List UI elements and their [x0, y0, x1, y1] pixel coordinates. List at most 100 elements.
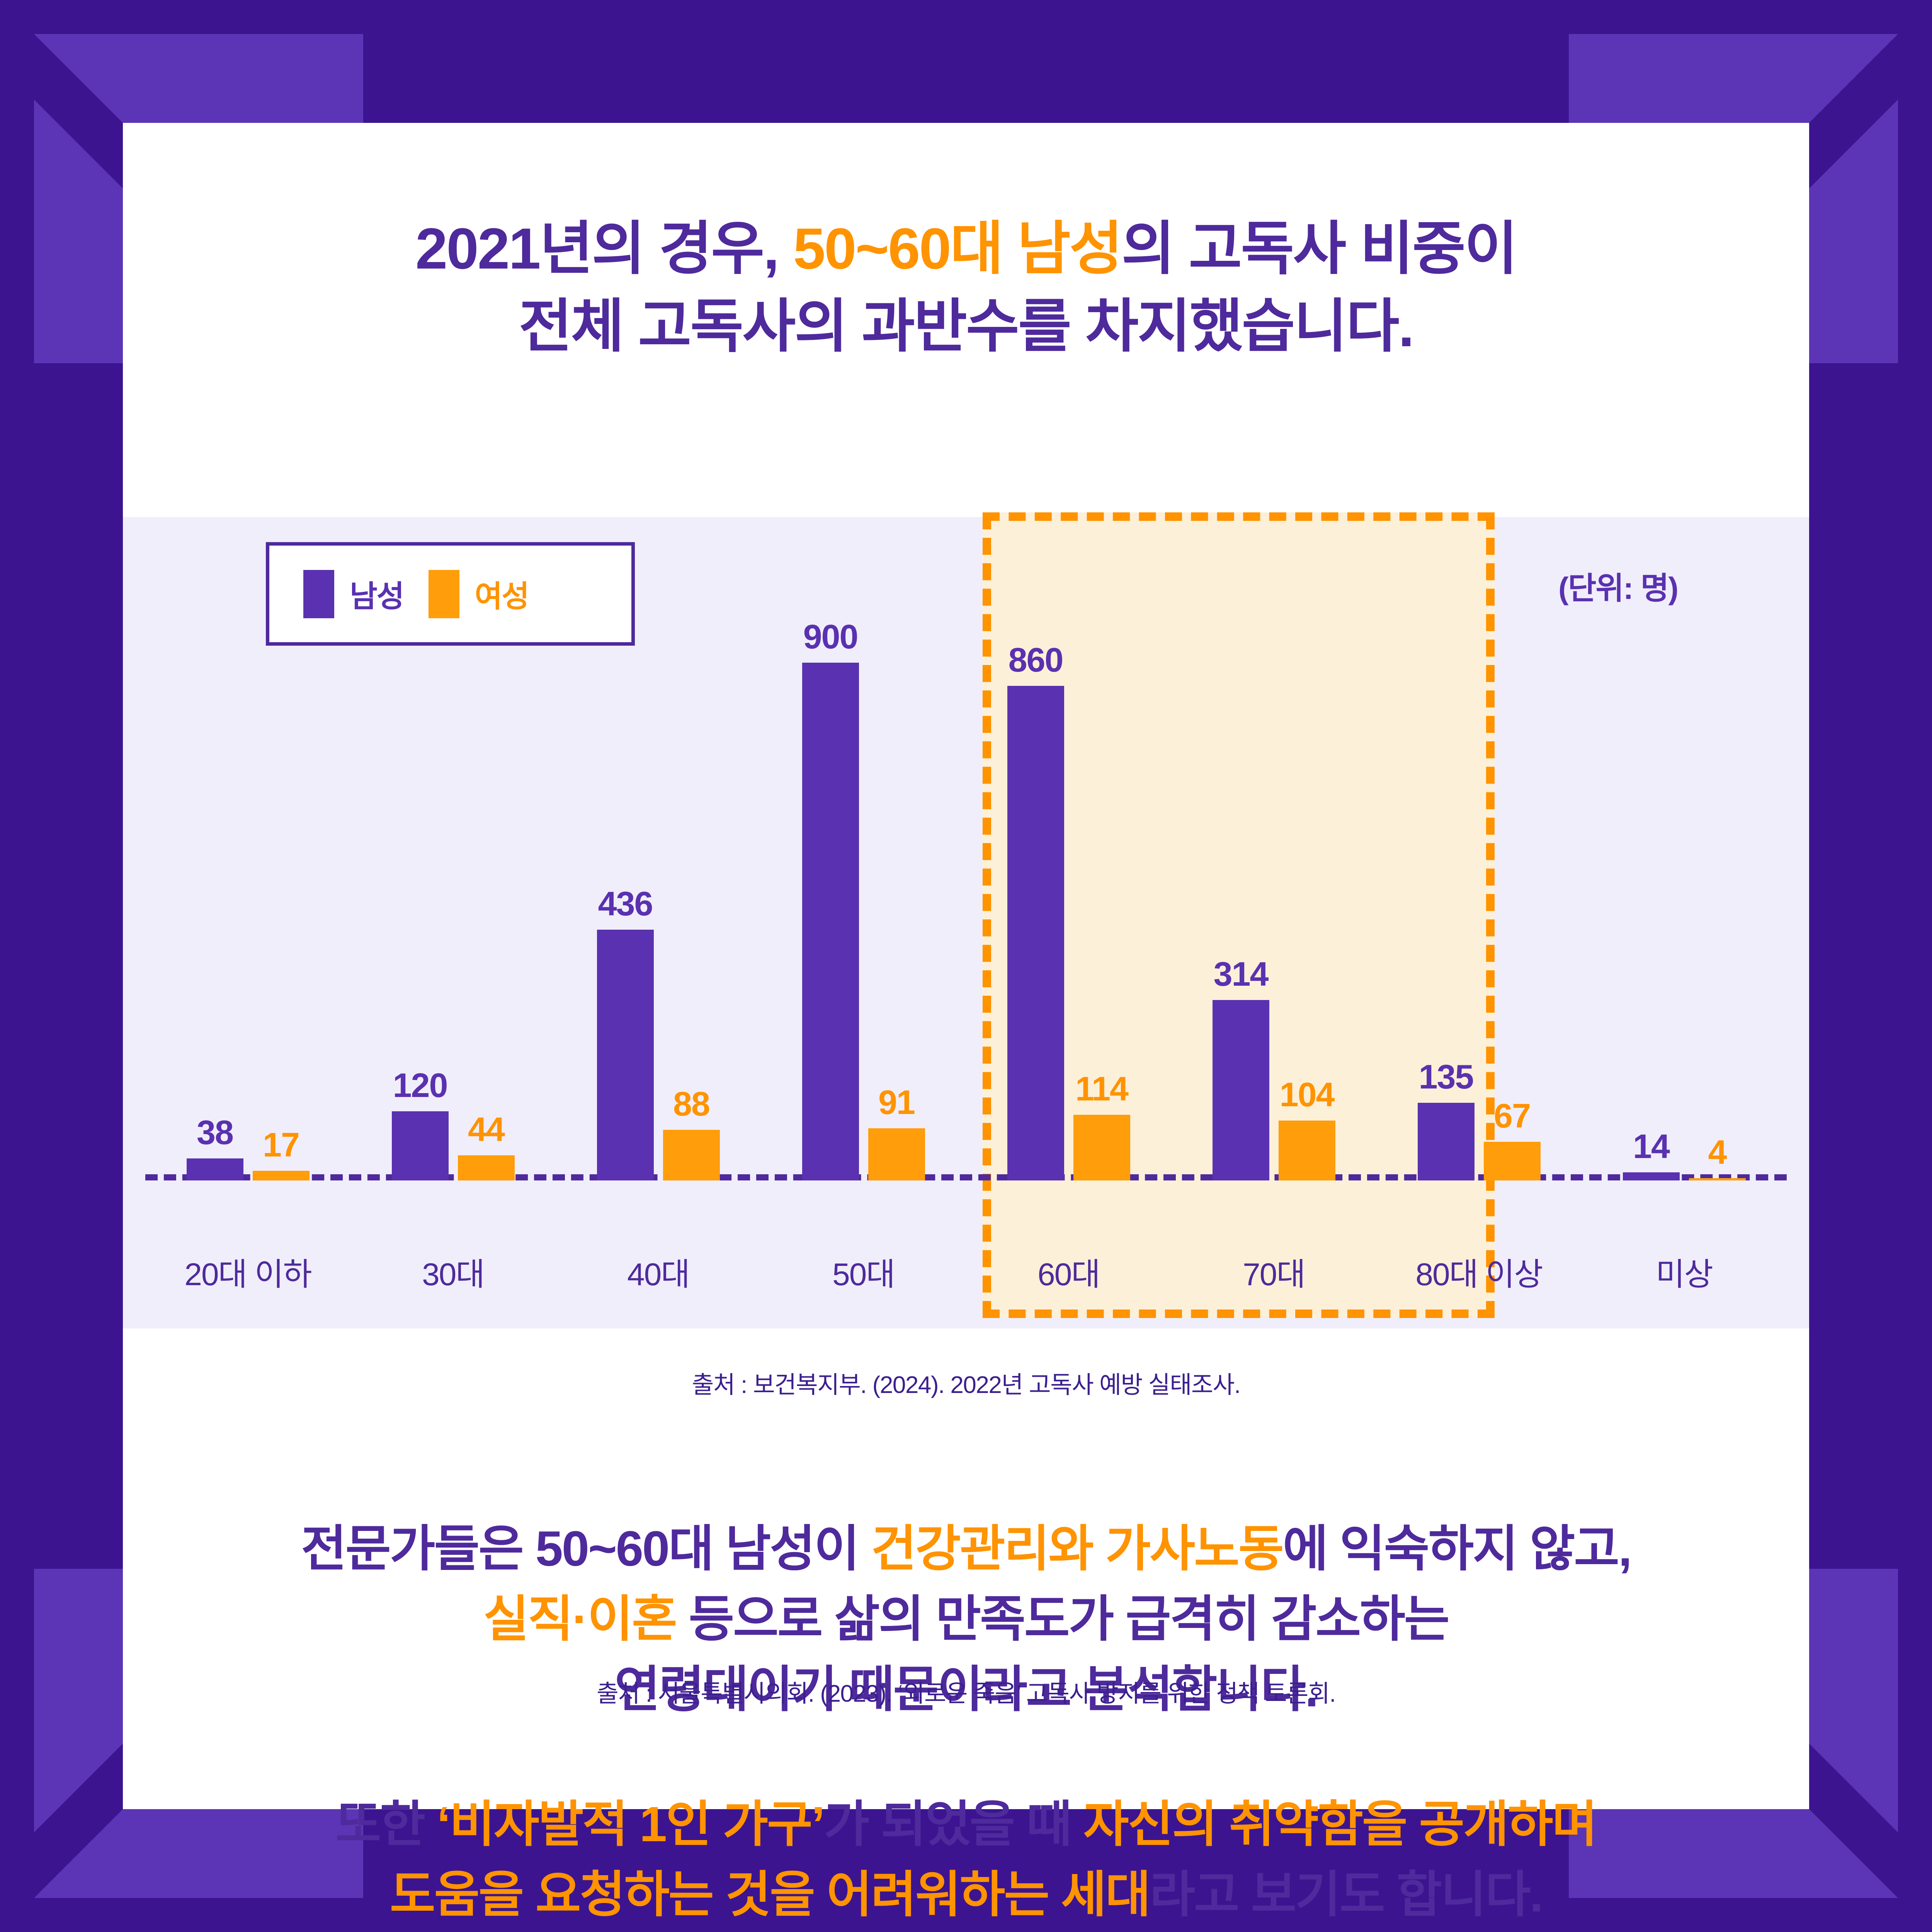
- bar[interactable]: [802, 663, 859, 1180]
- p1-line-3: 연령대이기 때문이라고 분석합니다.: [614, 1662, 1318, 1717]
- bar[interactable]: [597, 929, 654, 1180]
- p2-l1-c: 가 되었을 때: [824, 1797, 1083, 1852]
- bar[interactable]: [457, 1155, 515, 1180]
- bar[interactable]: [1007, 685, 1064, 1180]
- p1-l1-highlight: 건강관리와 가사노동: [871, 1521, 1284, 1577]
- p1-l1-c: 에 익숙하지 않고,: [1282, 1521, 1632, 1577]
- bar[interactable]: [663, 1129, 720, 1180]
- paragraph-spacer: [123, 1725, 1809, 1789]
- bar[interactable]: [1689, 1178, 1746, 1180]
- body-source-citation: 출처 : 서울특별시의회. (2023). ‘외로운 죽음’ 고독사 방지를 위…: [596, 1680, 1336, 1707]
- x-axis-label: 60대: [1037, 1257, 1100, 1292]
- bar-value-label: 67: [1494, 1097, 1531, 1135]
- bar-wrapper: 67: [1483, 1096, 1541, 1180]
- chart-container: 남성 여성 (단위: 명) 38 17 20대 이하 120 44 30대 436 88 40대…: [123, 512, 1809, 1328]
- bar-group: 135 67 80대 이상: [1376, 535, 1582, 1292]
- p2-l2-b: 라고 보기도 합니다.: [1150, 1867, 1543, 1922]
- bar-wrapper: 38: [186, 1113, 243, 1180]
- chart-legend: 남성 여성: [266, 542, 635, 646]
- bar[interactable]: [252, 1170, 310, 1180]
- chart-bar-groups: 38 17 20대 이하 120 44 30대 436 88 40대 900 91 50대 860 114…: [145, 535, 1787, 1292]
- bar[interactable]: [1622, 1172, 1680, 1180]
- bar-wrapper: 135: [1417, 1057, 1475, 1180]
- p2-l2-highlight: 도움을 요청하는 것을 어려워하는 세대: [389, 1867, 1151, 1922]
- x-axis-label: 40대: [627, 1257, 690, 1292]
- x-axis-label: 70대: [1243, 1257, 1306, 1292]
- bar-value-label: 44: [468, 1110, 505, 1148]
- p2-l1-a: 또한: [335, 1797, 437, 1852]
- bar-value-label: 17: [263, 1125, 300, 1164]
- p1-line-2: 실직·이혼 등으로 삶의 만족도가 급격히 감소하는: [123, 1584, 1809, 1655]
- frame-corner-top-right: [1569, 0, 1932, 363]
- bar-value-label: 314: [1213, 954, 1269, 993]
- legend-label-male: 남성: [350, 579, 405, 613]
- bar-value-label: 38: [197, 1113, 234, 1152]
- bar-wrapper: 104: [1278, 1075, 1335, 1180]
- p1-l1-a: 전문가들은 50~60대 남성이: [301, 1521, 871, 1577]
- bar-wrapper: 44: [457, 1110, 515, 1180]
- chart-source-citation: 출처 : 보건복지부. (2024). 2022년 고독사 예방 실태조사.: [692, 1372, 1241, 1398]
- chart-plot-area: 38 17 20대 이하 120 44 30대 436 88 40대 900 91 50대 860 114…: [123, 517, 1809, 1328]
- bar-value-label: 114: [1075, 1070, 1129, 1108]
- paragraph-2: 또한 ‘비자발적 1인 가구’가 되었을 때 자신의 취약함을 공개하며 도움을…: [123, 1789, 1809, 1930]
- body-text: 전문가들은 50~60대 남성이 건강관리와 가사노동에 익숙하지 않고, 실직…: [123, 1514, 1809, 1930]
- bar-value-label: 900: [803, 617, 859, 656]
- bar-wrapper: 900: [802, 617, 859, 1180]
- headline-highlight: 50~60대 남성: [793, 216, 1123, 281]
- bar-wrapper: 436: [597, 884, 654, 1180]
- bar[interactable]: [868, 1128, 925, 1180]
- p2-line-2: 도움을 요청하는 것을 어려워하는 세대라고 보기도 합니다.: [123, 1860, 1809, 1930]
- p1-l2-highlight: 실직·이혼: [483, 1591, 677, 1647]
- bar-value-label: 14: [1633, 1127, 1670, 1166]
- x-axis-label: 미상: [1656, 1257, 1713, 1292]
- bar-group: 314 104 70대: [1171, 535, 1376, 1292]
- headline-part-a: 2021년의 경우,: [415, 216, 793, 281]
- bar-group: 14 4 미상: [1582, 535, 1787, 1292]
- frame-corner-bottom-left: [0, 1569, 363, 1932]
- bar-wrapper: 88: [663, 1084, 720, 1180]
- frame-corner-bottom-right: [1569, 1569, 1932, 1932]
- bar-value-label: 135: [1418, 1058, 1474, 1096]
- bar-group: 436 88 40대: [556, 535, 761, 1292]
- legend-swatch-female: [428, 570, 459, 618]
- bar[interactable]: [1278, 1121, 1335, 1180]
- p2-l1-highlight-2: 자신의 취약함을 공개하며: [1083, 1797, 1597, 1852]
- x-axis-label: 50대: [832, 1257, 895, 1292]
- bar-wrapper: 91: [868, 1083, 925, 1180]
- bar-value-label: 104: [1279, 1075, 1335, 1114]
- bar-wrapper: 17: [252, 1125, 310, 1180]
- bar-wrapper: 314: [1212, 954, 1269, 1180]
- bar[interactable]: [1212, 1000, 1269, 1180]
- bar-value-label: 4: [1708, 1133, 1727, 1171]
- p1-line-1: 전문가들은 50~60대 남성이 건강관리와 가사노동에 익숙하지 않고,: [123, 1514, 1809, 1584]
- bar-group: 38 17 20대 이하: [145, 535, 350, 1292]
- page-title: 2021년의 경우, 50~60대 남성의 고독사 비중이 전체 고독사의 과반…: [123, 210, 1809, 365]
- bar-group: 860 114 60대: [966, 535, 1171, 1292]
- bar-wrapper: 860: [1007, 640, 1064, 1180]
- bar-value-label: 860: [1008, 640, 1064, 679]
- bar-value-label: 436: [598, 884, 653, 923]
- bar-group: 900 91 50대: [761, 535, 966, 1292]
- bar-wrapper: 4: [1689, 1133, 1746, 1180]
- p2-line-1: 또한 ‘비자발적 1인 가구’가 되었을 때 자신의 취약함을 공개하며: [123, 1789, 1809, 1860]
- highlight-region-50-60: [983, 512, 1495, 1318]
- bar[interactable]: [391, 1111, 449, 1180]
- bar[interactable]: [1483, 1142, 1541, 1180]
- bar-wrapper: 14: [1622, 1127, 1680, 1180]
- p2-l1-highlight-1: ‘비자발적 1인 가구’: [437, 1797, 825, 1852]
- legend-swatch-male: [303, 570, 334, 618]
- bar[interactable]: [1073, 1115, 1130, 1180]
- bar-group: 120 44 30대: [350, 535, 556, 1292]
- bar[interactable]: [1417, 1103, 1475, 1180]
- bar-value-label: 91: [878, 1083, 915, 1121]
- frame-corner-top-left: [0, 0, 363, 363]
- chart-unit-label: (단위: 명): [1558, 571, 1679, 605]
- x-axis-label: 80대 이상: [1415, 1257, 1543, 1292]
- headline-part-c: 의 고독사 비중이: [1121, 216, 1518, 281]
- content-card: 2021년의 경우, 50~60대 남성의 고독사 비중이 전체 고독사의 과반…: [123, 123, 1809, 1922]
- headline-line-1: 2021년의 경우, 50~60대 남성의 고독사 비중이: [123, 210, 1809, 287]
- bar[interactable]: [186, 1158, 243, 1180]
- paragraph-1: 전문가들은 50~60대 남성이 건강관리와 가사노동에 익숙하지 않고, 실직…: [123, 1514, 1809, 1725]
- bar-wrapper: 114: [1073, 1069, 1130, 1180]
